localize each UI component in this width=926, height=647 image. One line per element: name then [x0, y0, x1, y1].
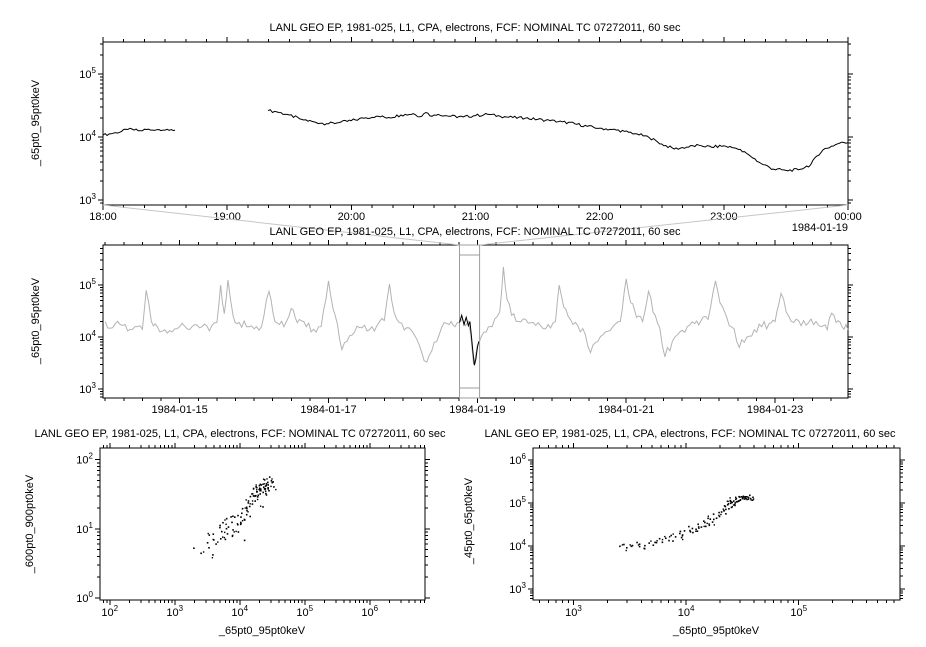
log-tick-label: 104	[79, 329, 96, 344]
plot-area-scatter-45-65[interactable]	[532, 447, 901, 601]
series-context-overview	[104, 266, 849, 365]
x-tick-label: 1984-01-19	[449, 404, 505, 416]
log-tick-label: 105	[509, 495, 526, 510]
series-45-65keV-vs-65-95keV	[619, 494, 755, 552]
log-tick-label: 103	[79, 192, 96, 207]
x-tick-label: 1984-01-15	[152, 404, 208, 416]
log-tick-label: 104	[678, 604, 695, 619]
scatter-left-y-axis-label: _600pt0_900pt0keV	[24, 474, 36, 574]
log-tick-label: 104	[509, 538, 526, 553]
panel-context: 1984-01-15 1984-01-17 1984-01-19 1984-01-21…	[79, 240, 853, 416]
log-tick-label: 102	[101, 604, 118, 619]
scatter-right-x-axis-label: _65pt0_95pt0keV	[672, 625, 760, 637]
x-tick-label: 22:00	[586, 211, 614, 223]
log-tick-label: 105	[296, 604, 313, 619]
log-tick-label: 105	[790, 604, 807, 619]
zoom-context-date: 1984-01-19	[791, 222, 848, 234]
log-tick-label: 106	[509, 452, 526, 467]
plot-area-zoom[interactable]	[102, 41, 849, 206]
scatter-right-y-axis-label: _45pt0_65pt0keV	[463, 477, 475, 565]
x-tick-label: 1984-01-23	[747, 404, 803, 416]
x-tick-label: 20:00	[338, 211, 366, 223]
log-tick-label: 106	[361, 604, 378, 619]
log-tick-label: 103	[166, 604, 183, 619]
log-tick-label: 100	[76, 590, 93, 605]
series-selected-interval-highlight	[459, 313, 480, 366]
log-tick-label: 103	[79, 381, 96, 396]
log-tick-label: 102	[76, 452, 93, 467]
log-tick-label: 101	[76, 521, 93, 536]
series-_65pt0_95pt0keV	[102, 127, 176, 137]
log-tick-label: 104	[231, 604, 248, 619]
x-tick-label: 1984-01-17	[300, 404, 356, 416]
x-tick-label: 23:00	[710, 211, 738, 223]
scatter-left-x-axis-label: _65pt0_95pt0keV	[218, 625, 306, 637]
panel-scatter-right-title: LANL GEO EP, 1981-025, L1, CPA, electron…	[484, 428, 896, 440]
x-tick-label: 21:00	[462, 211, 490, 223]
panel-zoom-title: LANL GEO EP, 1981-025, L1, CPA, electron…	[269, 22, 681, 34]
x-tick-label: 19:00	[213, 211, 241, 223]
zoom-connector-left	[102, 204, 460, 246]
x-tick-label: 18:00	[89, 211, 117, 223]
series-_65pt0_95pt0keV	[267, 109, 849, 172]
panel-scatter-left-title: LANL GEO EP, 1981-025, L1, CPA, electron…	[34, 428, 446, 440]
log-tick-label: 105	[79, 66, 96, 81]
x-tick-label: 1984-01-21	[598, 404, 654, 416]
series-600-900keV-vs-65-95keV	[193, 476, 277, 559]
plot-area-scatter-600-900[interactable]	[99, 447, 426, 601]
log-tick-label: 105	[79, 277, 96, 292]
panel-scatter-45-65: 103 104 105 103 104 105 106	[509, 443, 905, 619]
log-tick-label: 103	[565, 604, 582, 619]
panel-zoom: 18:00 19:00 20:00 21:00 22:00 23:00 00:00 103 10…	[79, 37, 862, 223]
zoom-y-axis-label: _65pt0_95pt0keV	[30, 79, 42, 167]
panel-context-title: LANL GEO EP, 1981-025, L1, CPA, electron…	[269, 226, 681, 238]
log-tick-label: 104	[79, 129, 96, 144]
x-tick-label: 00:00	[834, 211, 862, 223]
plot-area-context[interactable]	[102, 244, 849, 399]
zoom-connector-right	[479, 204, 849, 246]
context-y-axis-label: _65pt0_95pt0keV	[30, 277, 42, 365]
panel-scatter-600-900: 102 103 104 105 106 100 101 102	[76, 443, 430, 619]
log-tick-label: 103	[509, 581, 526, 596]
